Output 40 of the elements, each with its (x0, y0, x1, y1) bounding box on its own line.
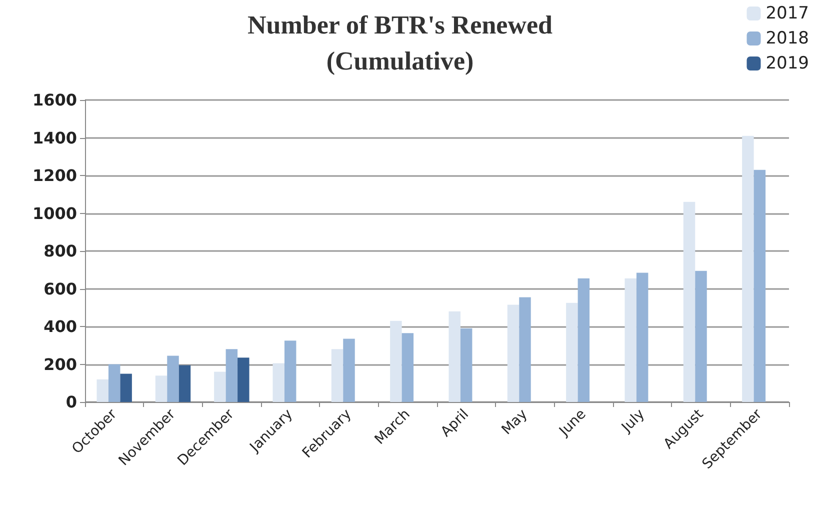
y-tick-label: 400 (44, 317, 77, 336)
bar (272, 363, 284, 402)
bar (519, 297, 531, 402)
bar (226, 349, 238, 402)
bar (108, 364, 120, 402)
bar (402, 333, 414, 402)
bar (695, 270, 707, 402)
bar (578, 278, 590, 402)
bar (636, 272, 648, 402)
legend-label: 2017 (766, 4, 809, 24)
y-tick-label: 600 (44, 279, 77, 298)
bar (284, 340, 296, 402)
y-tick-label: 1400 (32, 128, 77, 148)
bar (507, 304, 520, 402)
legend-label: 2018 (766, 28, 809, 48)
bar (754, 170, 766, 402)
bar (96, 379, 108, 402)
bar (448, 311, 460, 402)
y-tick-label: 0 (66, 392, 77, 412)
y-tick-label: 200 (44, 354, 77, 374)
bar (742, 136, 754, 402)
bar (624, 278, 636, 402)
bar (155, 376, 168, 402)
y-tick-label: 1600 (32, 90, 77, 110)
bar (460, 328, 472, 402)
bar (331, 349, 344, 402)
y-tick-label: 800 (44, 242, 77, 260)
bar (390, 320, 402, 402)
bar (167, 356, 179, 402)
bar (120, 374, 132, 402)
bar (238, 358, 250, 402)
y-tick-label: 1200 (32, 166, 77, 185)
bar (566, 302, 578, 402)
legend-label: 2019 (766, 54, 809, 74)
bar (178, 365, 191, 402)
bar (214, 372, 226, 402)
y-tick-label: 1000 (32, 204, 77, 223)
bar (683, 202, 696, 402)
chart-title: Number of BTR's Renewed (Cumulative) (247, 10, 554, 76)
bar (343, 338, 355, 402)
